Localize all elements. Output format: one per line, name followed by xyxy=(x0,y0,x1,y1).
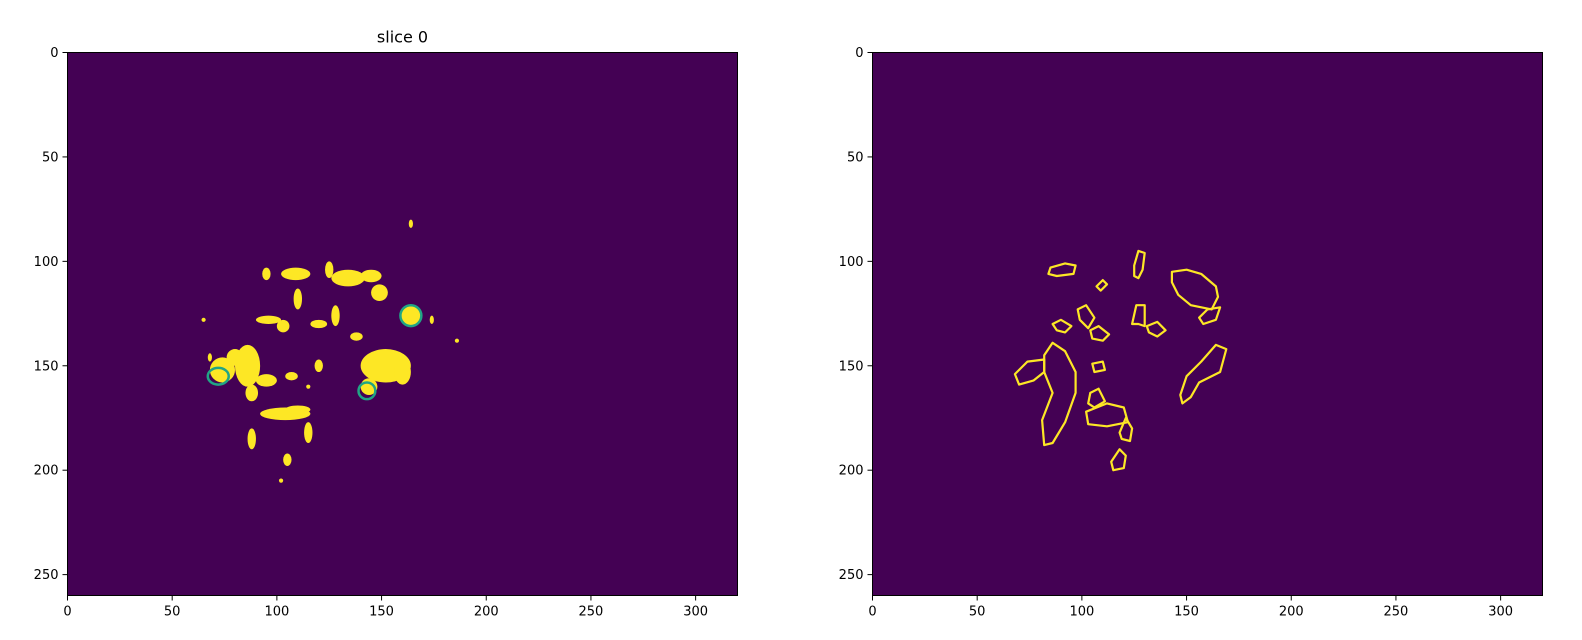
x-tick-label: 250 xyxy=(579,605,604,620)
y-tick-label: 100 xyxy=(839,255,864,270)
mask-blob xyxy=(281,267,311,281)
x-tick-label: 0 xyxy=(63,605,71,620)
contour-outline xyxy=(1118,416,1134,443)
mask-blob xyxy=(255,374,277,387)
x-tick-label: 300 xyxy=(683,605,708,620)
mask-blob xyxy=(235,344,261,387)
y-axis-right: 0 50 100 150 200 250 xyxy=(839,46,873,583)
contour-outline xyxy=(1110,448,1127,472)
image-right xyxy=(872,52,1543,596)
mask-blob xyxy=(400,305,422,327)
y-tick-label: 0 xyxy=(855,46,863,61)
contour-outline xyxy=(1087,387,1107,409)
contour-outline xyxy=(1089,325,1111,342)
contour-outline xyxy=(1047,262,1077,278)
mask-blob xyxy=(314,359,323,373)
mask-blob xyxy=(310,319,328,329)
image-background xyxy=(872,52,1543,596)
y-tick-label: 250 xyxy=(839,568,864,583)
x-tick-label: 150 xyxy=(1174,605,1199,620)
x-tick-label: 50 xyxy=(969,605,986,620)
mask-blob xyxy=(394,359,411,385)
x-tick-label: 250 xyxy=(1384,605,1409,620)
mask-blob xyxy=(245,384,259,402)
contour-outline xyxy=(1091,360,1107,374)
y-tick-label: 250 xyxy=(34,568,59,583)
x-axis-right: 0 50 100 150 200 250 300 xyxy=(868,595,1513,620)
mask-blob xyxy=(207,353,212,362)
contour-outline xyxy=(1076,304,1096,330)
y-tick-label: 100 xyxy=(34,255,59,270)
panel-right: 0 50 100 150 200 250 300 0 50 100 150 200 250 xyxy=(839,46,1543,620)
mask-blob xyxy=(429,315,434,325)
mask-blob xyxy=(278,478,284,483)
panel-left: slice 0 0 50 100 150 200 250 300 0 50 100 150 200 2… xyxy=(34,28,738,620)
y-tick-label: 150 xyxy=(839,359,864,374)
contour-outline xyxy=(1040,341,1077,447)
contour-outline xyxy=(1170,268,1220,311)
mask-blob xyxy=(293,288,302,310)
contour-outline xyxy=(1179,343,1228,405)
axes-frame-left xyxy=(67,52,738,596)
x-axis-left: 0 50 100 150 200 250 300 xyxy=(63,595,708,620)
x-tick-label: 50 xyxy=(164,605,181,620)
overlay-ring xyxy=(399,303,423,328)
mask-blob xyxy=(331,305,340,327)
x-tick-label: 200 xyxy=(1279,605,1304,620)
mask-blob xyxy=(285,405,311,414)
contour-outline xyxy=(1145,320,1167,338)
overlay-ring xyxy=(357,381,377,401)
mask-blob xyxy=(306,384,311,389)
mask-blob xyxy=(304,422,313,444)
contour-outline xyxy=(1133,249,1146,280)
x-tick-label: 100 xyxy=(264,605,289,620)
y-tick-label: 200 xyxy=(34,464,59,479)
x-tick-label: 100 xyxy=(1069,605,1094,620)
y-tick-label: 200 xyxy=(839,464,864,479)
contour-outline xyxy=(1197,306,1222,326)
contour-outline xyxy=(1051,318,1073,334)
overlay-ring xyxy=(206,366,230,386)
y-tick-label: 50 xyxy=(847,150,864,165)
mask-blob xyxy=(454,338,460,343)
y-tick-label: 150 xyxy=(34,359,59,374)
mask-blob xyxy=(262,267,271,281)
mask-blob xyxy=(285,372,298,381)
mask-blob xyxy=(255,315,282,325)
mask-blob xyxy=(201,317,206,322)
mask-blob xyxy=(325,261,334,279)
mask-blob xyxy=(283,453,292,467)
chart-title: slice 0 xyxy=(377,28,428,47)
mask-blob xyxy=(276,319,290,333)
mask-blob xyxy=(331,269,365,287)
mask-blob xyxy=(371,284,388,302)
x-tick-label: 300 xyxy=(1488,605,1513,620)
y-tick-label: 0 xyxy=(50,46,58,61)
x-tick-label: 0 xyxy=(868,605,876,620)
contour-outline xyxy=(1095,279,1109,292)
mask-blob xyxy=(247,428,256,450)
x-tick-label: 200 xyxy=(474,605,499,620)
mask-blob xyxy=(360,269,382,283)
image-background xyxy=(67,52,738,596)
mask-blob xyxy=(408,219,413,228)
y-tick-label: 50 xyxy=(42,150,59,165)
x-tick-label: 150 xyxy=(369,605,394,620)
y-axis-left: 0 50 100 150 200 250 xyxy=(34,46,68,583)
axes-frame-right xyxy=(872,52,1543,596)
image-left xyxy=(67,52,738,596)
contour-outline xyxy=(1130,304,1146,328)
mask-blob xyxy=(350,332,363,341)
